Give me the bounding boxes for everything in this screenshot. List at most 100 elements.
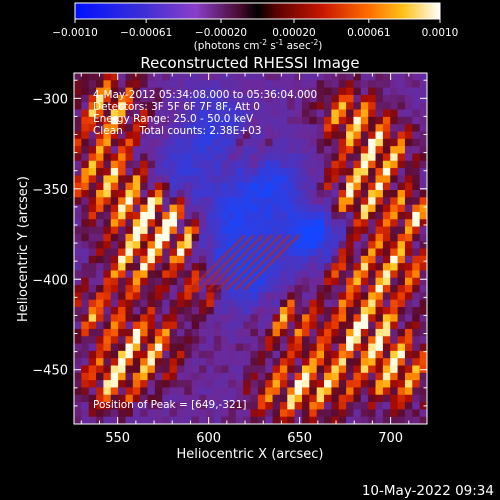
image-pixel xyxy=(199,102,207,111)
image-pixel xyxy=(353,299,362,308)
image-pixel xyxy=(118,87,127,96)
image-pixel xyxy=(250,270,259,279)
image-pixel xyxy=(96,394,105,403)
image-pixel xyxy=(169,109,178,118)
image-pixel xyxy=(301,255,310,264)
image-pixel xyxy=(346,233,355,242)
image-pixel xyxy=(397,307,406,315)
image-pixel xyxy=(118,416,127,424)
image-pixel xyxy=(199,211,207,220)
image-pixel xyxy=(118,73,127,81)
image-pixel xyxy=(132,124,141,133)
image-pixel xyxy=(118,321,127,330)
image-pixel xyxy=(213,336,222,345)
image-pixel xyxy=(324,116,332,125)
image-pixel xyxy=(110,270,119,279)
image-pixel xyxy=(324,219,332,228)
image-pixel xyxy=(184,219,193,228)
image-pixel xyxy=(346,263,355,272)
image-pixel xyxy=(353,263,362,272)
image-pixel xyxy=(272,409,281,418)
image-pixel xyxy=(154,160,163,169)
image-pixel xyxy=(419,168,427,176)
image-pixel xyxy=(162,387,171,396)
image-pixel xyxy=(390,153,399,162)
image-pixel xyxy=(316,197,325,206)
image-pixel xyxy=(382,270,391,279)
image-pixel xyxy=(272,197,281,206)
image-pixel xyxy=(110,299,119,308)
image-pixel xyxy=(301,365,310,374)
image-pixel xyxy=(176,365,185,374)
image-pixel xyxy=(294,160,303,169)
image-pixel xyxy=(88,80,97,89)
image-pixel xyxy=(368,190,377,198)
image-pixel xyxy=(140,87,149,96)
image-pixel xyxy=(96,358,105,367)
image-pixel xyxy=(235,175,244,184)
image-pixel xyxy=(96,263,105,272)
image-pixel xyxy=(257,270,266,279)
image-pixel xyxy=(353,402,362,410)
image-pixel xyxy=(404,241,413,250)
image-pixel xyxy=(103,175,112,184)
image-pixel xyxy=(228,211,237,220)
image-pixel xyxy=(419,241,427,250)
image-pixel xyxy=(88,307,97,315)
image-pixel xyxy=(279,270,288,279)
image-pixel xyxy=(397,394,406,403)
image-pixel xyxy=(390,109,399,118)
image-pixel xyxy=(118,248,127,257)
image-pixel xyxy=(221,124,230,133)
image-pixel xyxy=(103,372,112,381)
image-pixel xyxy=(74,263,82,272)
image-pixel xyxy=(272,153,281,162)
image-pixel xyxy=(419,350,427,359)
image-pixel xyxy=(353,248,362,257)
image-pixel xyxy=(140,343,149,352)
image-pixel xyxy=(353,175,362,184)
image-pixel xyxy=(338,226,347,235)
image-pixel xyxy=(279,307,288,315)
image-pixel xyxy=(206,211,215,220)
image-pixel xyxy=(368,321,377,330)
image-pixel xyxy=(390,328,399,337)
image-pixel xyxy=(235,146,244,155)
image-pixel xyxy=(228,314,237,323)
image-pixel xyxy=(184,233,193,242)
image-pixel xyxy=(353,211,362,220)
image-pixel xyxy=(316,285,325,293)
image-pixel xyxy=(118,350,127,359)
image-pixel xyxy=(103,190,112,198)
image-pixel xyxy=(353,241,362,250)
colorbar-tick-label: 0.0010 xyxy=(422,27,459,39)
image-pixel xyxy=(184,109,193,118)
image-pixel xyxy=(309,80,318,89)
image-pixel xyxy=(279,350,288,359)
image-pixel xyxy=(272,255,281,264)
image-pixel xyxy=(346,241,355,250)
image-pixel xyxy=(324,277,332,286)
image-pixel xyxy=(250,328,259,337)
image-pixel xyxy=(412,226,421,235)
image-pixel xyxy=(110,204,119,213)
image-pixel xyxy=(294,73,303,81)
image-pixel xyxy=(228,350,237,359)
image-pixel xyxy=(360,328,369,337)
image-pixel xyxy=(199,358,207,367)
image-pixel xyxy=(257,116,266,125)
image-pixel xyxy=(265,299,274,308)
image-pixel xyxy=(390,197,399,206)
image-pixel xyxy=(88,328,97,337)
image-pixel xyxy=(331,314,340,323)
image-pixel xyxy=(250,358,259,367)
image-pixel xyxy=(162,328,171,337)
image-pixel xyxy=(324,255,332,264)
image-pixel xyxy=(206,168,215,176)
image-pixel xyxy=(81,328,90,337)
image-pixel xyxy=(118,116,127,125)
image-pixel xyxy=(272,321,281,330)
image-pixel xyxy=(147,124,156,133)
image-pixel xyxy=(125,211,134,220)
image-pixel xyxy=(382,146,391,155)
